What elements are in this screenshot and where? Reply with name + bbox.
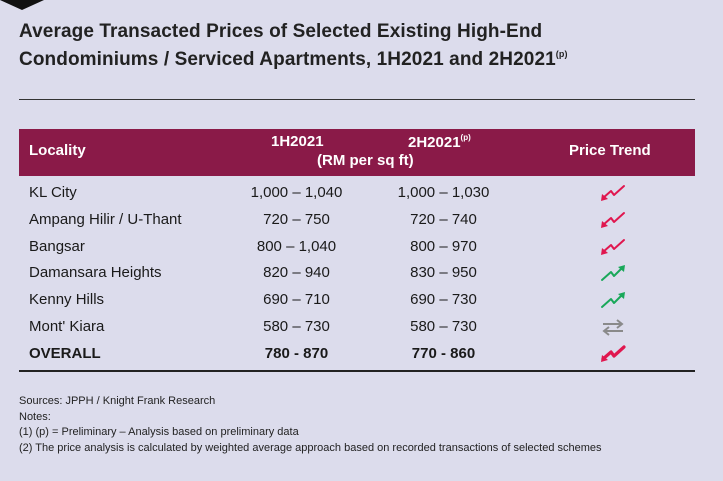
price-table: Locality 1H2021 2H2021(p) (RM per sq ft)…: [19, 129, 695, 368]
bottom-divider: [19, 370, 695, 372]
table-row: Mont' Kiara 580 – 730 580 – 730: [19, 314, 695, 341]
table-row: Bangsar 800 – 1,040 800 – 970: [19, 234, 695, 261]
corner-notch-decoration: [0, 0, 44, 10]
page-title: Average Transacted Prices of Selected Ex…: [19, 20, 699, 71]
row-locality: Ampang Hilir / U-Thant: [29, 210, 182, 228]
row-1h2021-value: 580 – 730: [263, 317, 330, 335]
row-locality: Bangsar: [29, 237, 85, 255]
header-unit: (RM per sq ft): [317, 152, 414, 169]
row-1h2021-value: 690 – 710: [263, 291, 330, 309]
row-1h2021-value: 780 - 870: [264, 344, 329, 362]
table-row: Damansara Heights 820 – 940 830 – 950: [19, 260, 695, 287]
title-line-2-text: Condominiums / Serviced Apartments, 1H20…: [19, 49, 556, 70]
title-line-1: Average Transacted Prices of Selected Ex…: [19, 21, 543, 42]
down-trend-icon: [599, 237, 627, 257]
row-locality: Damansara Heights: [29, 264, 162, 282]
row-locality: Mont' Kiara: [29, 317, 105, 335]
header-2h2021: 2H2021(p): [408, 133, 471, 151]
footnotes: Sources: JPPH / Knight Frank Research No…: [19, 394, 602, 456]
row-2h2021-value: 800 – 970: [410, 237, 477, 255]
row-2h2021-value: 770 - 860: [411, 344, 476, 362]
down-trend-icon: [599, 210, 627, 230]
header-2h2021-sup: (p): [460, 133, 471, 142]
table-row: KL City 1,000 – 1,040 1,000 – 1,030: [19, 180, 695, 207]
up-trend-icon: [599, 263, 627, 283]
row-locality: KL City: [29, 184, 77, 201]
header-1h2021: 1H2021: [271, 133, 324, 150]
top-divider: [19, 99, 695, 100]
table-header: Locality 1H2021 2H2021(p) (RM per sq ft)…: [19, 129, 695, 176]
row-2h2021-value: 1,000 – 1,030: [397, 184, 490, 201]
header-locality: Locality: [29, 142, 86, 159]
table-row: OVERALL 780 - 870 770 - 860: [19, 341, 695, 368]
header-2h2021-text: 2H2021: [408, 134, 461, 151]
notes-label: Notes:: [19, 410, 51, 423]
title-line-2: Condominiums / Serviced Apartments, 1H20…: [19, 43, 699, 71]
sources-text: Sources: JPPH / Knight Frank Research: [19, 395, 216, 407]
note-1: (1) (p) = Preliminary – Analysis based o…: [19, 426, 299, 438]
row-1h2021-value: 1,000 – 1,040: [250, 184, 343, 201]
row-2h2021-value: 580 – 730: [410, 317, 477, 335]
row-2h2021-value: 830 – 950: [410, 264, 477, 282]
row-1h2021-value: 720 – 750: [263, 210, 330, 228]
stable-trend-icon: [599, 317, 627, 337]
row-locality: OVERALL: [29, 344, 101, 362]
table-row: Ampang Hilir / U-Thant 720 – 750 720 – 740: [19, 207, 695, 234]
row-locality: Kenny Hills: [29, 291, 105, 309]
table-body: KL City 1,000 – 1,040 1,000 – 1,030 Ampang …: [19, 176, 695, 368]
note-2: (2) The price analysis is calculated by …: [19, 441, 602, 454]
row-2h2021-value: 720 – 740: [410, 210, 477, 228]
up-trend-icon: [599, 290, 627, 310]
title-superscript: (p): [555, 49, 568, 59]
row-2h2021-value: 690 – 730: [410, 291, 477, 309]
row-1h2021-value: 800 – 1,040: [256, 237, 337, 255]
table-row: Kenny Hills 690 – 710 690 – 730: [19, 287, 695, 314]
header-price-trend: Price Trend: [569, 142, 651, 159]
down-trend-icon: [599, 183, 627, 203]
row-1h2021-value: 820 – 940: [263, 264, 330, 282]
down-trend-icon: [599, 344, 627, 364]
